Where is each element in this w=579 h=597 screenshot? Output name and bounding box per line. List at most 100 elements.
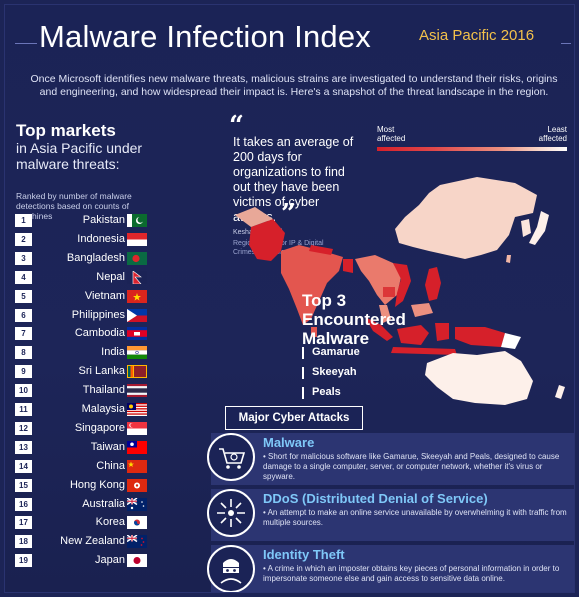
attack-title: Identity Theft xyxy=(263,547,345,562)
ranking-row: 16 Australia xyxy=(15,497,165,512)
close-quote-icon: ” xyxy=(281,199,296,229)
rank-number: 2 xyxy=(15,232,32,246)
header: Malware Infection Index Asia Pacific 201… xyxy=(5,5,574,67)
malaysia-flag xyxy=(127,403,147,416)
ranking-row: 10 Thailand xyxy=(15,383,165,398)
rank-number: 13 xyxy=(15,440,32,454)
legend-gradient-bar xyxy=(377,147,567,151)
ranking-row: 15 Hong Kong xyxy=(15,478,165,493)
country-name: Korea xyxy=(95,516,125,529)
sri-lanka-flag xyxy=(127,365,147,379)
rank-number: 16 xyxy=(15,497,32,511)
ranking-row: 6 Philippines xyxy=(15,308,165,323)
attack-description: • Short for malicious software like Gama… xyxy=(263,452,560,481)
rank-number: 14 xyxy=(15,459,32,473)
top3-title: Top 3 Encountered Malware xyxy=(302,291,406,348)
ranking-row: 7 Cambodia xyxy=(15,326,165,341)
country-name: India xyxy=(101,346,125,359)
asia-pacific-map xyxy=(235,177,565,405)
map-region-nepal xyxy=(309,245,333,255)
country-name: Philippines xyxy=(71,308,125,321)
country-name: Hong Kong xyxy=(69,478,125,491)
cambodia-flag xyxy=(127,327,147,341)
attack-description: • An attempt to make an online service u… xyxy=(263,508,567,527)
country-name: Indonesia xyxy=(77,232,125,245)
map-region-india xyxy=(281,245,343,325)
ranking-row: 13 Taiwan xyxy=(15,440,165,455)
title-rule-right xyxy=(561,43,571,44)
map-region-japan xyxy=(529,211,549,245)
rank-number: 12 xyxy=(15,421,32,435)
rank-number: 19 xyxy=(15,554,32,568)
map-region-pakistan xyxy=(249,219,285,261)
country-name: Singapore xyxy=(74,421,125,434)
map-region-korea xyxy=(521,219,531,237)
rank-number: 8 xyxy=(15,346,32,360)
map-region-australia xyxy=(425,351,533,405)
map-region-vietnam xyxy=(393,263,411,307)
open-quote-icon: “ xyxy=(229,111,244,141)
top3-item-marker xyxy=(302,387,304,399)
rank-number: 15 xyxy=(15,478,32,492)
ranking-row: 8 India xyxy=(15,345,165,360)
rank-number: 3 xyxy=(15,251,32,265)
page-title: Malware Infection Index xyxy=(39,19,371,54)
map-region-taiwan xyxy=(506,255,511,263)
country-name: Japan xyxy=(95,554,125,567)
major-cyber-attacks-heading: Major Cyber Attacks xyxy=(225,406,363,430)
country-name: Thailand xyxy=(82,384,125,397)
australia-flag xyxy=(127,497,147,511)
new-zealand-flag xyxy=(127,535,147,549)
ranking-row: 12 Singapore xyxy=(15,421,165,436)
india-flag xyxy=(127,346,147,360)
singapore-flag xyxy=(127,421,147,435)
top3-item-marker xyxy=(302,347,304,359)
top3-item-marker xyxy=(302,367,304,379)
rank-number: 5 xyxy=(15,289,32,303)
country-name: Bangladesh xyxy=(66,251,125,264)
country-name: China xyxy=(96,459,125,472)
map-region-new-zealand xyxy=(555,385,565,399)
legend-least-label: Least affected xyxy=(538,125,567,143)
top3-item: Peals xyxy=(312,386,341,398)
map-region-cambodia xyxy=(383,287,395,297)
network-burst-icon xyxy=(207,489,255,537)
ranking-row: 14 China xyxy=(15,459,165,474)
taiwan-flag xyxy=(127,440,147,454)
map-region-china xyxy=(395,177,537,259)
ranking-row: 18 New Zealand xyxy=(15,534,165,549)
indonesia-flag xyxy=(127,232,147,246)
country-name: Malaysia xyxy=(81,403,125,415)
country-name: Australia xyxy=(82,497,125,510)
country-name: Sri Lanka xyxy=(78,365,125,378)
map-region-malaysia xyxy=(379,303,433,323)
rank-number: 6 xyxy=(15,308,32,322)
legend-most-label: Most affected xyxy=(377,125,406,143)
map-region-neighbor xyxy=(235,207,273,227)
rank-number: 10 xyxy=(15,384,32,398)
shopping-cart-virus-icon xyxy=(207,433,255,481)
ranking-row: 17 Korea xyxy=(15,515,165,530)
map-region-philippines xyxy=(425,267,441,301)
map-region-sri-lanka xyxy=(311,327,317,337)
ranking-row: 9 Sri Lanka xyxy=(15,364,165,379)
country-name: Cambodia xyxy=(74,327,125,340)
hong-kong-flag xyxy=(127,478,147,492)
ranking-row: 2 Indonesia xyxy=(15,232,165,247)
attack-card-malware: Malware • Short for malicious software l… xyxy=(207,433,574,485)
top-markets-note: Ranked by number of malware detections b… xyxy=(16,191,132,221)
ranking-row: 3 Bangladesh xyxy=(15,251,165,266)
ranking-row: 5 Vietnam xyxy=(15,289,165,304)
rank-number: 4 xyxy=(15,270,32,284)
thailand-flag xyxy=(127,384,147,398)
infographic: Malware Infection Index Asia Pacific 201… xyxy=(4,4,575,593)
map-region-papua xyxy=(501,333,521,349)
philippines-flag xyxy=(127,308,147,322)
ranking-row: 1 Pakistan xyxy=(15,213,165,228)
ranking-row: 19 Japan xyxy=(15,553,165,568)
country-name: Taiwan xyxy=(90,440,125,453)
korea-flag xyxy=(127,516,147,530)
attack-title: Malware xyxy=(263,435,315,450)
country-name: Pakistan xyxy=(82,214,125,226)
map-region-indonesia xyxy=(365,317,505,355)
